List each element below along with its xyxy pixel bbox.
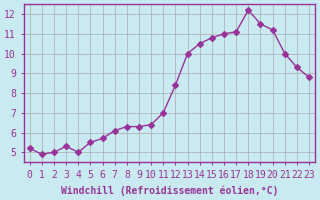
X-axis label: Windchill (Refroidissement éolien,°C): Windchill (Refroidissement éolien,°C) — [61, 185, 278, 196]
